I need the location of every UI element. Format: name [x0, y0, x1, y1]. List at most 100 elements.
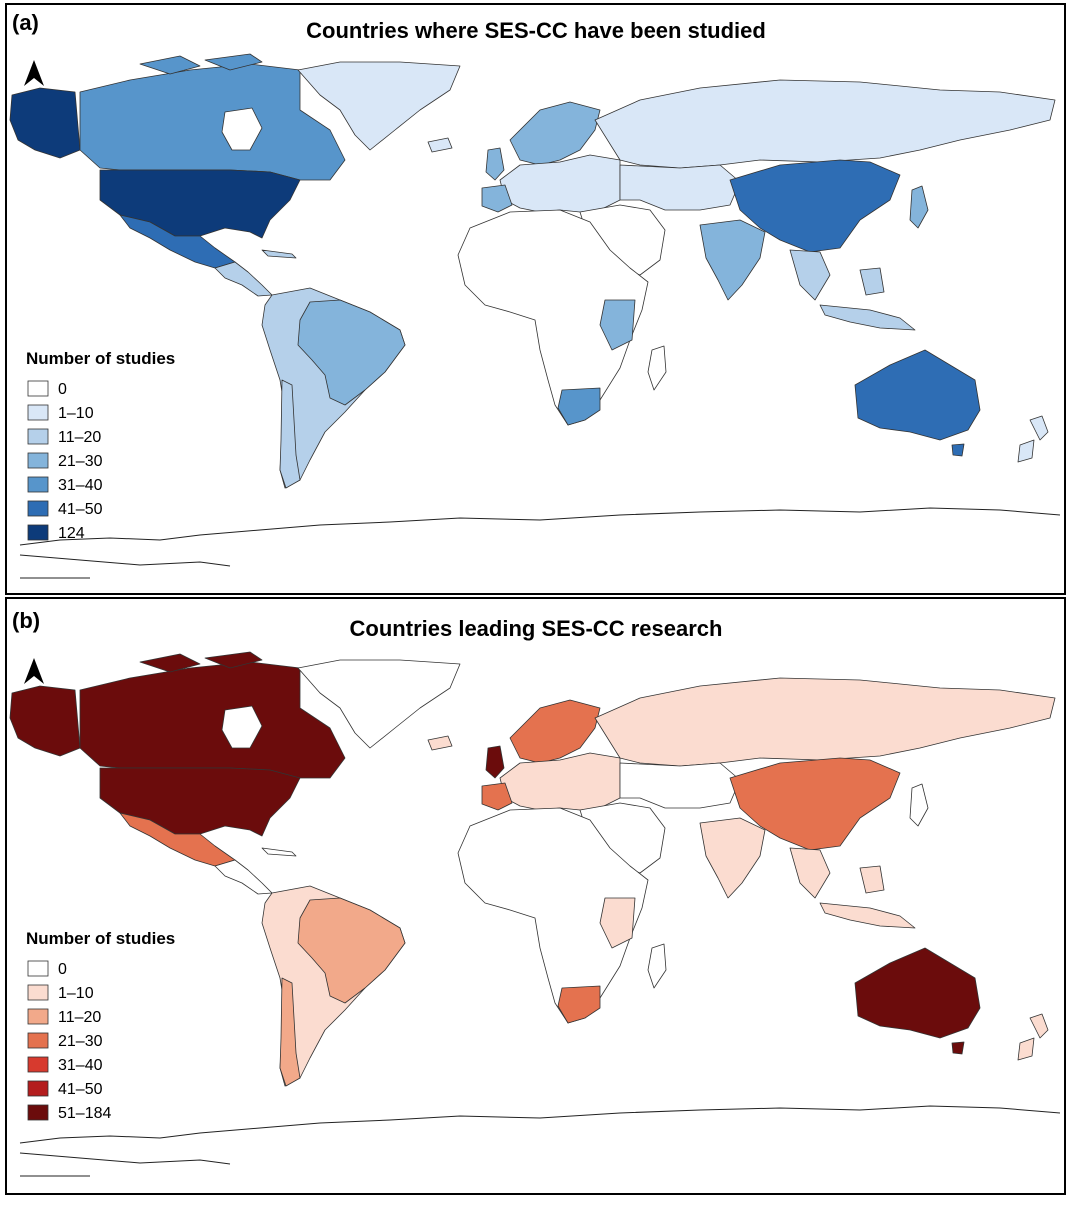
antarctica-coastline: [19, 1152, 231, 1165]
region-china: [729, 159, 901, 253]
legend-label: 0: [58, 381, 67, 398]
legend-label: 0: [58, 961, 67, 978]
panel-a: (a) Countries where SES-CC have been stu…: [5, 3, 1066, 595]
legend-label: 21–30: [58, 453, 103, 470]
region-se-asia: [859, 865, 885, 894]
antarctica-coastline: [19, 507, 1061, 546]
region-australia: [854, 349, 981, 441]
panel-a-title: Countries where SES-CC have been studied: [306, 18, 766, 43]
legend-a-title: Number of studies: [26, 349, 175, 368]
legend-b: Number of studies 0 1–10 11–20 21–30 31–40 41…: [26, 929, 175, 1122]
north-arrow-icon: [24, 658, 44, 684]
region-central-america: [261, 847, 297, 857]
region-chile: [279, 379, 301, 489]
legend-label: 31–40: [58, 1057, 103, 1074]
legend-label: 21–30: [58, 1033, 103, 1050]
legend-swatch: [27, 1080, 49, 1097]
legend-label: 41–50: [58, 1081, 103, 1098]
region-canada: [204, 651, 263, 669]
world-map-b: [9, 651, 1061, 1177]
region-chile: [279, 977, 301, 1087]
region-japan: [909, 185, 929, 229]
legend-label: 11–20: [58, 1009, 101, 1026]
region-new-zealand: [1029, 1013, 1049, 1039]
region-brazil: [297, 299, 406, 406]
legend-b-title: Number of studies: [26, 929, 175, 948]
region-europe: [427, 137, 453, 153]
legend-swatch: [27, 476, 49, 493]
region-brazil: [297, 897, 406, 1004]
region-new-zealand: [1017, 1037, 1035, 1061]
region-se-asia: [819, 304, 916, 331]
region-east-africa: [599, 299, 636, 351]
legend-swatch: [27, 1032, 49, 1049]
region-iberia: [481, 184, 513, 213]
region-east-africa: [599, 897, 636, 949]
legend-label: 1–10: [58, 985, 94, 1002]
legend-swatch: [27, 452, 49, 469]
region-central-america: [261, 249, 297, 259]
region-japan: [909, 783, 929, 827]
legend-a: Number of studies 0 1–10 11–20 21–30 31–40 41…: [26, 349, 175, 542]
legend-b-items: 0 1–10 11–20 21–30 31–40 41–50 51–184: [27, 960, 111, 1122]
region-uk: [485, 147, 505, 181]
region-alaska: [9, 87, 81, 159]
region-se-asia: [789, 847, 831, 899]
antarctica-coastline: [19, 1105, 1061, 1144]
region-madagascar: [647, 345, 667, 391]
region-australia: [951, 1041, 965, 1055]
north-arrow-icon: [24, 60, 44, 86]
region-new-zealand: [1017, 439, 1035, 463]
region-australia: [854, 947, 981, 1039]
antarctica-coastline: [19, 554, 231, 567]
panel-b: (b) Countries leading SES-CC research Nu…: [5, 597, 1066, 1195]
region-india: [699, 219, 766, 301]
legend-swatch: [27, 524, 49, 541]
region-central-asia: [619, 164, 741, 211]
legend-swatch: [27, 428, 49, 445]
legend-label: 41–50: [58, 501, 103, 518]
region-india: [699, 817, 766, 899]
region-canada: [139, 55, 201, 75]
region-greenland: [297, 659, 461, 749]
panel-a-label: (a): [12, 10, 39, 35]
region-new-zealand: [1029, 415, 1049, 441]
legend-swatch: [27, 960, 49, 977]
region-iberia: [481, 782, 513, 811]
region-south-africa: [557, 985, 601, 1024]
region-china: [729, 757, 901, 851]
world-map-a: [9, 53, 1061, 579]
region-canada: [139, 653, 201, 673]
panel-b-title: Countries leading SES-CC research: [350, 616, 723, 641]
water-body: [221, 107, 263, 151]
region-scandinavia: [509, 699, 601, 764]
region-scandinavia: [509, 101, 601, 166]
legend-label: 11–20: [58, 429, 101, 446]
legend-swatch: [27, 1104, 49, 1121]
region-greenland: [297, 61, 461, 151]
region-canada: [204, 53, 263, 71]
legend-label: 31–40: [58, 477, 103, 494]
region-se-asia: [859, 267, 885, 296]
region-alaska: [9, 685, 81, 757]
region-central-asia: [619, 762, 741, 809]
legend-swatch: [27, 1056, 49, 1073]
legend-swatch: [27, 404, 49, 421]
region-south-africa: [557, 387, 601, 426]
legend-a-items: 0 1–10 11–20 21–30 31–40 41–50 124: [27, 380, 103, 542]
region-australia: [951, 443, 965, 457]
legend-swatch: [27, 1008, 49, 1025]
legend-swatch: [27, 380, 49, 397]
region-se-asia: [789, 249, 831, 301]
region-europe: [427, 735, 453, 751]
legend-swatch: [27, 984, 49, 1001]
legend-swatch: [27, 500, 49, 517]
legend-label: 124: [58, 525, 85, 542]
panel-b-label: (b): [12, 608, 40, 633]
region-madagascar: [647, 943, 667, 989]
legend-label: 51–184: [58, 1105, 111, 1122]
region-uk: [485, 745, 505, 779]
water-body: [221, 705, 263, 749]
legend-label: 1–10: [58, 405, 94, 422]
